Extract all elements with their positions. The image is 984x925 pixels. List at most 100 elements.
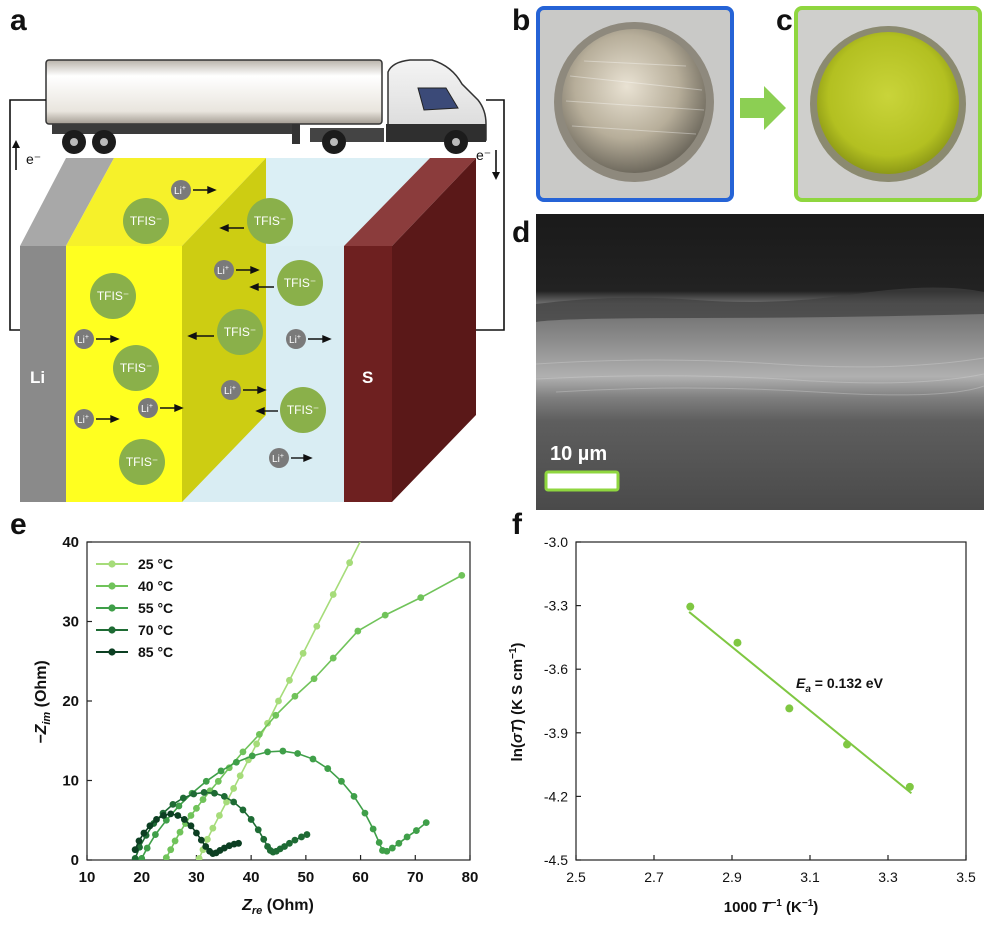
y-axis-label: ln(σT) (K S cm−1) <box>508 643 526 762</box>
x-axis-label: 1000 T−1 (K−1) <box>724 898 819 916</box>
x-tick-label: 50 <box>298 869 315 886</box>
panel-label-f: f <box>512 508 522 541</box>
legend-label: 70 °C <box>138 622 173 638</box>
data-point <box>193 804 200 812</box>
data-point <box>733 638 742 647</box>
cation-charge: + <box>232 385 236 392</box>
y-tick-label: 30 <box>62 614 79 631</box>
anode-label: Li <box>30 368 45 387</box>
series-line <box>141 750 427 859</box>
data-point <box>458 571 466 579</box>
data-point <box>153 816 160 823</box>
svg-text:Li+: Li+ <box>272 453 284 465</box>
data-point <box>179 794 187 802</box>
data-point <box>202 843 210 850</box>
electron-label-right: e⁻ <box>476 147 491 163</box>
data-point <box>131 846 139 854</box>
x-axis-label: Zre (Ohm) <box>241 897 314 917</box>
x-tick-label: 10 <box>79 869 96 886</box>
legend-swatch-marker <box>108 648 116 656</box>
data-point <box>253 740 261 748</box>
legend-label: 85 °C <box>138 644 173 660</box>
li-cations <box>74 180 306 468</box>
svg-text:Li+: Li+ <box>174 185 186 197</box>
data-point <box>214 777 222 785</box>
svg-text:Li+: Li+ <box>77 334 89 346</box>
truck-illustration <box>45 59 487 154</box>
data-point <box>247 816 255 823</box>
data-point <box>220 793 228 800</box>
data-point <box>138 855 146 860</box>
x-tick-label: 2.5 <box>566 869 586 885</box>
x-tick-label: 2.7 <box>644 869 664 885</box>
y-tick-label: -4.5 <box>544 852 568 868</box>
cation-label: Li <box>174 186 182 197</box>
legend-label: 40 °C <box>138 578 173 594</box>
cation-label: Li <box>272 454 280 465</box>
data-point <box>195 855 203 860</box>
svg-text:Li+: Li+ <box>217 265 229 277</box>
legend-swatch-marker <box>108 604 116 612</box>
data-point <box>299 649 307 657</box>
data-point <box>187 812 195 819</box>
data-point <box>313 622 321 630</box>
panel-label-a: a <box>10 4 27 37</box>
cathode-label: S <box>362 368 373 387</box>
data-point <box>286 676 293 684</box>
data-point <box>294 750 302 757</box>
data-point <box>199 796 207 803</box>
data-point <box>686 602 695 611</box>
photo-c-coated-disc <box>794 6 982 202</box>
data-point <box>235 839 242 847</box>
activation-energy-label: Ea = 0.132 eV <box>796 675 884 695</box>
cation-label: Li <box>141 404 149 415</box>
svg-text:Li+: Li+ <box>224 385 236 397</box>
data-point <box>217 767 225 775</box>
svg-text:Li+: Li+ <box>289 334 301 346</box>
data-point <box>254 826 262 834</box>
data-point <box>354 627 362 635</box>
cation-charge: + <box>85 334 89 341</box>
data-point <box>131 855 139 860</box>
y-tick-label: -3.3 <box>544 598 568 614</box>
legend-swatch-marker <box>108 626 116 634</box>
s-cathode <box>344 246 392 502</box>
data-point <box>417 594 425 602</box>
data-point <box>197 836 205 844</box>
data-point <box>239 806 247 814</box>
cation-label: Li <box>289 335 297 346</box>
data-point <box>286 839 293 847</box>
data-point <box>264 748 271 756</box>
x-tick-label: 30 <box>188 869 205 886</box>
anion-label: TFIS⁻ <box>287 403 319 417</box>
cation-charge: + <box>280 453 284 460</box>
data-point <box>230 798 238 806</box>
series-line <box>165 574 463 859</box>
y-tick-label: -4.2 <box>544 788 568 804</box>
linear-fit-line <box>688 611 913 794</box>
data-point <box>310 675 318 683</box>
data-point <box>388 844 396 852</box>
data-point <box>135 837 143 845</box>
data-point <box>140 829 148 837</box>
li-anode <box>20 246 66 502</box>
data-point <box>180 816 188 823</box>
panel-label-c: c <box>776 4 793 37</box>
data-point <box>187 822 195 830</box>
data-point <box>203 835 211 843</box>
data-point <box>275 697 282 705</box>
series-0 <box>195 542 361 860</box>
data-point <box>200 789 208 796</box>
x-tick-label: 70 <box>407 869 424 886</box>
series-4 <box>131 810 242 858</box>
data-point <box>162 854 170 860</box>
cation-label: Li <box>224 386 232 397</box>
y-tick-label: -3.0 <box>544 534 568 550</box>
data-point <box>167 810 175 818</box>
data-point <box>236 772 244 780</box>
battery-schematic: e⁻ e⁻ Li S TFIS⁻ TFIS⁻ TFIS⁻ TFIS⁻ TFIS⁻… <box>9 59 505 502</box>
cation-charge: + <box>297 334 301 341</box>
data-point <box>239 748 247 756</box>
arrow-b-to-c <box>740 86 786 130</box>
data-point <box>255 730 263 738</box>
